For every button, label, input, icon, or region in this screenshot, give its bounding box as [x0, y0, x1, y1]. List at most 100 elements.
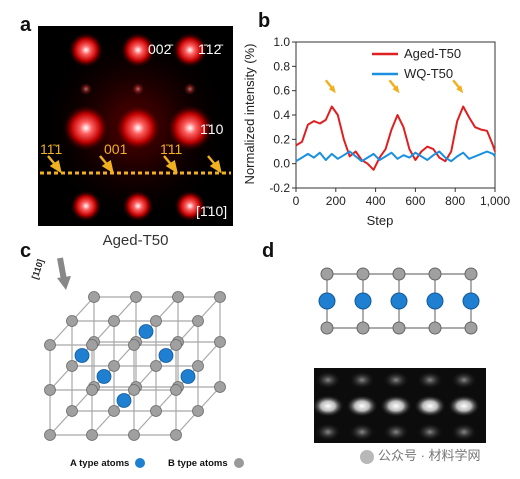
x-tick-label: 0 — [293, 194, 300, 208]
diffraction-spot — [174, 190, 206, 222]
stem-spot — [383, 371, 409, 389]
arrow-icon — [163, 155, 178, 174]
intensity-line-chart: -0.2 0.0 0.2 0.4 0.6 0.8 1.0 0 200 400 600 800 1,000… — [242, 35, 510, 228]
a-atom — [74, 348, 90, 363]
legend-label-aged: Aged-T50 — [404, 46, 461, 61]
b-atom — [150, 405, 162, 417]
panel-a-caption: Aged-T50 — [102, 232, 169, 249]
panel-letter-a: a — [20, 14, 32, 36]
a-atom — [354, 292, 372, 310]
b-atom — [66, 315, 78, 327]
legend-a-type: A type atoms — [70, 458, 146, 469]
b-atom — [128, 429, 140, 441]
b-atom — [108, 405, 120, 417]
b-atom — [170, 339, 182, 351]
a-atom — [318, 292, 336, 310]
watermark-text: 公众号 · 材料学网 — [378, 448, 481, 463]
b-atom — [88, 291, 100, 303]
diffraction-pattern: 002̄ 1̄12̄ 1̄10 11̄1 001 1̄11 [1̄10] — [38, 26, 233, 226]
b-atom — [214, 336, 226, 348]
series-line-aged — [295, 105, 496, 171]
stem-spot — [380, 395, 412, 417]
b-atom — [170, 384, 182, 396]
watermark: 公众号 · 材料学网 — [360, 445, 481, 464]
stem-spot — [417, 371, 443, 389]
b-atom — [86, 429, 98, 441]
b-atom — [150, 360, 162, 372]
panel-letter-d: d — [262, 240, 275, 262]
b-atom — [172, 291, 184, 303]
panel-letter-c: c — [20, 240, 32, 262]
diffraction-spot — [70, 190, 102, 222]
b-atom — [44, 384, 56, 396]
b-atom — [214, 291, 226, 303]
series-line-wq — [295, 150, 496, 163]
spot-label: 1̄12̄ — [198, 41, 223, 57]
a-atom — [96, 369, 112, 384]
b-atom — [320, 321, 334, 335]
stem-spot — [383, 423, 409, 441]
stem-spot — [314, 395, 344, 417]
b-atom-icon — [233, 458, 244, 469]
diffraction-spot — [166, 104, 214, 152]
arrow-icon — [47, 155, 62, 174]
a-atom-icon — [135, 458, 146, 469]
legend-label-wq: WQ-T50 — [404, 66, 453, 81]
b-atom — [108, 360, 120, 372]
b-atom — [66, 405, 78, 417]
zone-axis-label: [1̄10] — [196, 203, 227, 219]
b-atom — [192, 360, 204, 372]
stem-spot — [417, 423, 443, 441]
diffraction-spot — [62, 104, 110, 152]
arrow-icon — [99, 155, 114, 174]
b-atom — [128, 339, 140, 351]
b-atom — [428, 267, 442, 281]
x-tick-label: 1,000 — [480, 194, 510, 208]
arrow-icon — [388, 79, 400, 94]
spot-label: 11̄1 — [40, 141, 63, 157]
b-atom — [170, 429, 182, 441]
b-atom — [392, 267, 406, 281]
b-atom — [86, 384, 98, 396]
a-atom — [116, 393, 132, 408]
stem-image — [314, 368, 486, 443]
plot-frame — [295, 41, 496, 189]
stem-spot — [414, 395, 446, 417]
legend-b-label: B type atoms — [168, 458, 228, 469]
stem-spot — [448, 395, 480, 417]
diffraction-spot — [68, 32, 104, 68]
wechat-icon — [360, 449, 374, 464]
a-atom — [390, 292, 408, 310]
a-atom — [158, 348, 174, 363]
atomic-model-d — [318, 267, 480, 335]
b-atom — [130, 291, 142, 303]
b-atom — [320, 267, 334, 281]
diffraction-spot — [122, 190, 154, 222]
arrow-icon — [324, 79, 336, 94]
y-tick-label: 0.8 — [273, 59, 290, 73]
b-atom — [392, 321, 406, 335]
diffraction-spot — [114, 104, 162, 152]
stem-spot — [349, 423, 375, 441]
b-atom — [428, 321, 442, 335]
diffraction-spot — [120, 32, 156, 68]
y-tick-label: 0.4 — [273, 108, 290, 122]
spot-label: 002̄ — [148, 41, 173, 57]
b-atom — [192, 405, 204, 417]
b-atom — [108, 315, 120, 327]
b-atom — [44, 339, 56, 351]
b-atom — [66, 360, 78, 372]
a-atom — [462, 292, 480, 310]
spot-label: 001 — [104, 141, 128, 157]
x-tick-label: 400 — [366, 194, 386, 208]
superlattice-spot — [79, 82, 93, 96]
stem-spot — [349, 371, 375, 389]
b-atom — [128, 384, 140, 396]
b-atom — [192, 315, 204, 327]
spot-label: 1̄10 — [200, 121, 224, 137]
y-tick-label: -0.2 — [269, 181, 290, 195]
b-atom — [86, 339, 98, 351]
superlattice-spot — [183, 82, 197, 96]
y-tick-label: 1.0 — [273, 35, 290, 49]
x-tick-label: 600 — [405, 194, 425, 208]
